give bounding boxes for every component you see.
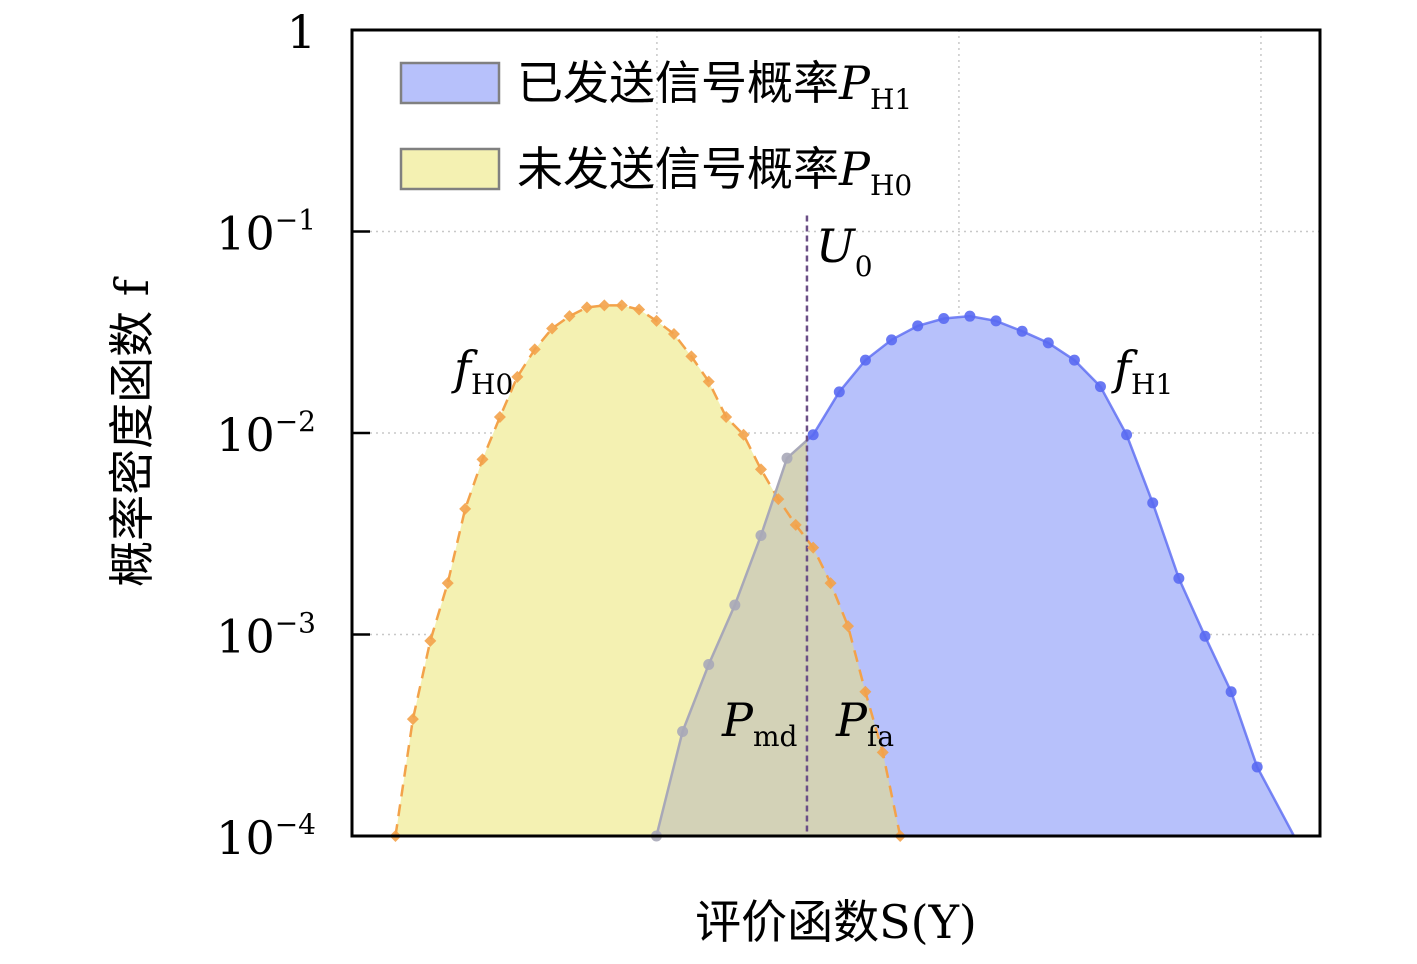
y-tick-label-base-0: 1	[287, 5, 316, 59]
h1-point-7	[833, 386, 845, 398]
h0-point-10	[563, 310, 576, 323]
line-h1-right	[806, 314, 1296, 836]
h0-point-1	[406, 713, 419, 726]
legend-h0-symbol: P	[838, 142, 871, 196]
y-tick-label-1: 10−1	[216, 204, 316, 261]
h1-point-6	[807, 429, 819, 441]
region-label-fa-main: P	[835, 693, 868, 747]
h1-point-11	[938, 313, 950, 325]
h0-point-4	[459, 502, 472, 515]
h1-point-3	[729, 599, 741, 611]
y-tick-label-3: 10−3	[216, 607, 316, 664]
area-false-alarm	[806, 539, 901, 836]
h0-point-22	[772, 493, 785, 506]
h0-point-6	[493, 411, 506, 424]
curve-label-h1-sub: H1	[1131, 368, 1173, 401]
h0-point-28	[876, 746, 889, 759]
series-markers	[389, 299, 1263, 842]
y-tick-label-0: 1	[287, 5, 316, 59]
h0-point-11	[580, 301, 593, 314]
threshold-label-main: U	[816, 219, 857, 273]
threshold-label: U0	[816, 219, 873, 283]
h1-point-21	[1199, 630, 1211, 642]
h1-point-23	[1251, 761, 1263, 773]
region-label-md-sub: md	[753, 720, 798, 753]
h0-point-13	[615, 299, 628, 312]
legend-h1-sub: H1	[870, 83, 912, 116]
h0-point-5	[476, 453, 489, 466]
region-label-md: Pmd	[721, 693, 798, 753]
h0-point-14	[633, 303, 646, 316]
h1-point-8	[859, 354, 871, 366]
h1-point-12	[964, 310, 976, 322]
h0-point-12	[598, 299, 611, 312]
y-tick-label-base-2: 10	[216, 408, 275, 462]
legend-swatch-h1	[399, 61, 501, 105]
curve-label-h0-sub: H0	[471, 368, 513, 401]
h0-point-27	[859, 685, 872, 698]
y-tick-label-exp-1: −1	[275, 204, 316, 237]
h0-point-24	[807, 541, 820, 554]
h1-point-13	[990, 315, 1002, 327]
h1-point-9	[886, 334, 898, 346]
h1-point-4	[755, 529, 767, 541]
h0-point-2	[424, 634, 437, 647]
y-tick-label-exp-2: −2	[275, 405, 316, 438]
legend-h0-sub: H0	[870, 169, 912, 202]
legend-swatch-h0	[399, 147, 501, 191]
h1-point-2	[703, 658, 715, 670]
y-tick-label-base-3: 10	[216, 610, 275, 664]
y-tick-label-4: 10−4	[216, 808, 316, 865]
region-label-fa: Pfa	[835, 693, 894, 753]
h0-point-26	[842, 620, 855, 633]
x-axis-label: 评价函数S(Y)	[695, 895, 977, 949]
area-fills	[395, 305, 1294, 836]
h0-point-8	[528, 343, 541, 356]
y-tick-label-2: 10−2	[216, 405, 316, 462]
y-tick-label-base-4: 10	[216, 811, 275, 865]
h1-point-15	[1042, 337, 1054, 349]
region-label-fa-sub: fa	[867, 720, 894, 753]
curve-label-h0: fH0	[451, 341, 513, 401]
h0-point-7	[511, 370, 524, 383]
legend: 已发送信号概率PH1 未发送信号概率PH0	[399, 56, 912, 202]
curve-label-h1: fH1	[1111, 341, 1173, 401]
h1-point-10	[912, 320, 924, 332]
y-axis-label: 概率密度函数 f	[105, 276, 159, 587]
h1-point-16	[1068, 354, 1080, 366]
h0-point-15	[650, 314, 663, 327]
h0-point-21	[754, 463, 767, 476]
area-h1	[806, 316, 1294, 836]
h0-point-17	[685, 350, 698, 363]
threshold-label-sub: 0	[855, 250, 873, 283]
h1-point-17	[1094, 381, 1106, 393]
y-tick-label-exp-3: −3	[275, 607, 316, 640]
h1-point-5	[781, 452, 793, 464]
h0-point-16	[667, 327, 680, 340]
h0-point-20	[737, 428, 750, 441]
h1-point-18	[1121, 429, 1133, 441]
area-missed-detection	[656, 440, 807, 836]
legend-h1-name: 已发送信号概率	[517, 56, 839, 110]
h1-point-1	[677, 726, 689, 738]
y-tick-label-base-1: 10	[216, 207, 275, 261]
h0-point-23	[789, 518, 802, 531]
h1-point-20	[1173, 572, 1185, 584]
h1-point-22	[1225, 686, 1237, 698]
y-axis-ticks: 110−110−210−310−4	[216, 5, 370, 865]
legend-h1-symbol: P	[838, 56, 871, 110]
legend-label-h0: 未发送信号概率PH0	[517, 142, 912, 202]
region-label-md-main: P	[721, 693, 754, 747]
legend-h0-name: 未发送信号概率	[517, 142, 839, 196]
h0-point-3	[441, 577, 454, 590]
legend-label-h1: 已发送信号概率PH1	[517, 56, 912, 116]
h0-point-25	[824, 577, 837, 590]
h0-point-19	[720, 411, 733, 424]
h0-point-9	[546, 322, 559, 335]
h1-point-14	[1016, 325, 1028, 337]
y-tick-label-exp-4: −4	[275, 808, 316, 841]
h0-point-18	[702, 375, 715, 388]
h1-point-19	[1147, 497, 1159, 509]
